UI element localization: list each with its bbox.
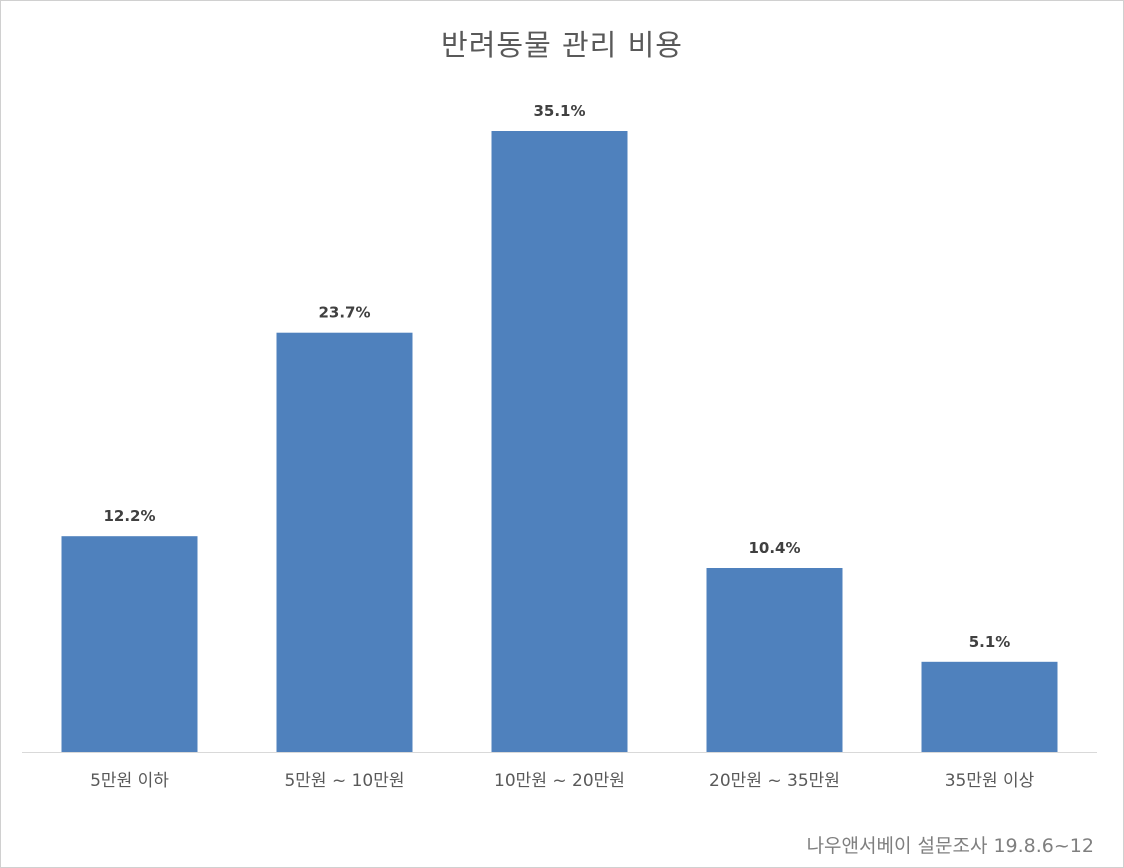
chart-title: 반려동물 관리 비용 bbox=[441, 28, 683, 62]
bar bbox=[921, 661, 1058, 752]
bar-value-label: 5.1% bbox=[969, 633, 1011, 651]
bar-value-label: 12.2% bbox=[103, 507, 155, 525]
x-tick-label: 10만원 ~ 20만원 bbox=[494, 771, 625, 791]
x-tick-label: 5만원 ~ 10만원 bbox=[284, 771, 404, 791]
bars-group bbox=[61, 131, 1058, 752]
bar bbox=[491, 131, 628, 752]
x-tick-label: 20만원 ~ 35만원 bbox=[709, 771, 840, 791]
bar bbox=[276, 332, 413, 752]
bar-value-label: 10.4% bbox=[748, 539, 800, 557]
data-labels-group: 12.2% 23.7% 35.1% 10.4% 5.1% bbox=[103, 102, 1010, 651]
x-tick-labels-group: 5만원 이하 5만원 ~ 10만원 10만원 ~ 20만원 20만원 ~ 35만원 35… bbox=[90, 771, 1035, 791]
source-note: 나우앤서베이 설문조사 19.8.6~12 bbox=[806, 835, 1094, 857]
bar-value-label: 23.7% bbox=[318, 304, 370, 322]
bar-value-label: 35.1% bbox=[533, 102, 585, 120]
bar bbox=[706, 568, 843, 752]
x-tick-label: 35만원 이상 bbox=[945, 771, 1035, 791]
bar bbox=[61, 536, 198, 752]
x-tick-label: 5만원 이하 bbox=[90, 771, 169, 791]
